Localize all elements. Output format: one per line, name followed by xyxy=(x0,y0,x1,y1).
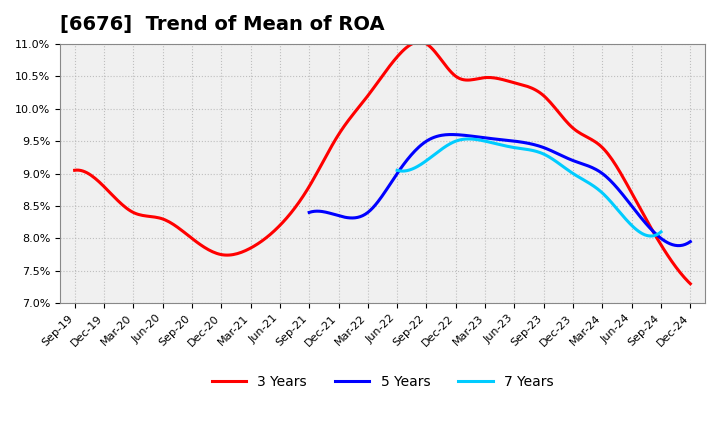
5 Years xyxy=(652,231,660,237)
5 Years xyxy=(446,132,455,137)
3 Years xyxy=(591,139,600,145)
3 Years xyxy=(631,196,639,201)
3 Years xyxy=(73,168,81,173)
3 Years xyxy=(449,72,458,77)
Text: [6676]  Trend of Mean of ROA: [6676] Trend of Mean of ROA xyxy=(60,15,384,34)
Legend: 3 Years, 5 Years, 7 Years: 3 Years, 5 Years, 7 Years xyxy=(206,370,559,395)
3 Years xyxy=(414,39,423,44)
5 Years xyxy=(532,143,541,148)
3 Years xyxy=(437,57,446,62)
Line: 5 Years: 5 Years xyxy=(309,135,690,246)
7 Years xyxy=(616,210,625,216)
7 Years xyxy=(393,168,402,173)
Line: 3 Years: 3 Years xyxy=(75,42,690,284)
7 Years xyxy=(657,229,665,235)
7 Years xyxy=(550,158,559,163)
7 Years xyxy=(555,161,564,167)
5 Years xyxy=(627,203,636,209)
7 Years xyxy=(464,136,473,142)
5 Years xyxy=(306,209,315,215)
7 Years xyxy=(646,233,654,238)
7 Years xyxy=(633,227,642,233)
3 Years xyxy=(71,168,79,173)
3 Years xyxy=(686,281,695,286)
5 Years xyxy=(686,239,695,244)
Line: 7 Years: 7 Years xyxy=(397,139,661,236)
5 Years xyxy=(305,210,313,215)
5 Years xyxy=(539,145,548,150)
3 Years xyxy=(439,60,448,65)
7 Years xyxy=(551,158,559,163)
5 Years xyxy=(675,243,683,248)
5 Years xyxy=(533,143,541,148)
7 Years xyxy=(394,168,402,173)
